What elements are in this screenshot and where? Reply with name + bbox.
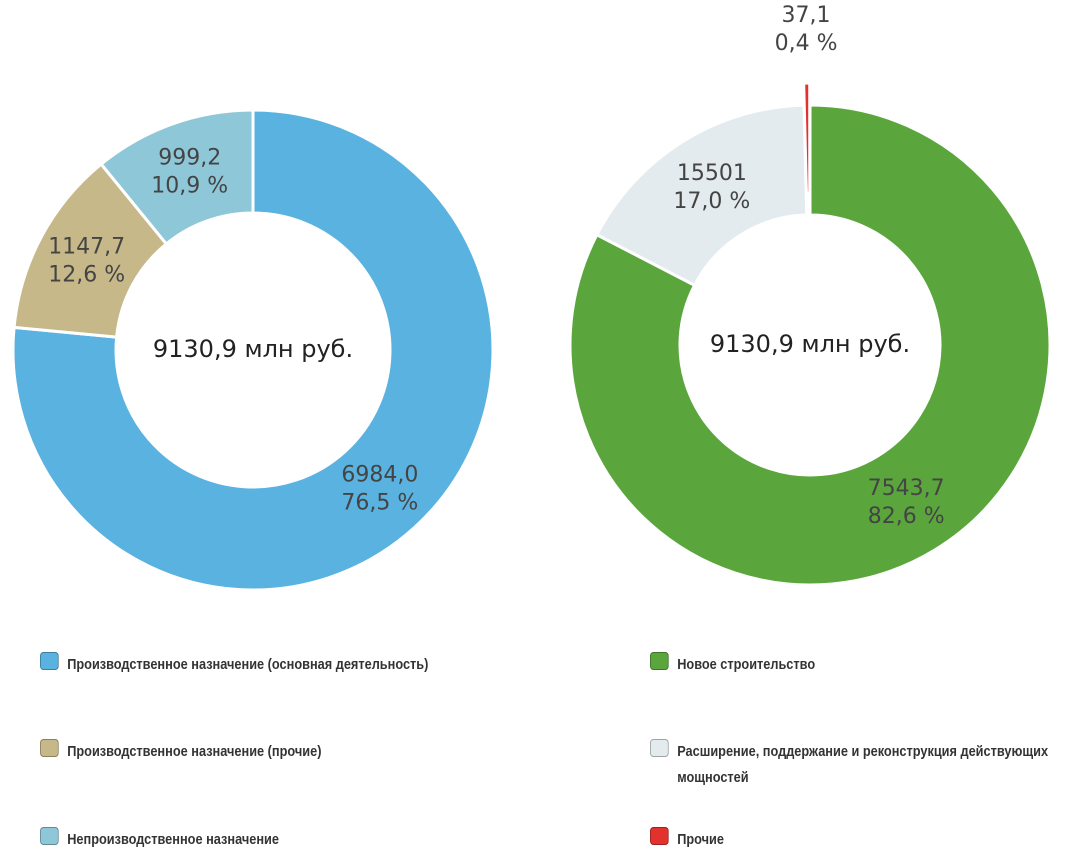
legend-label: Производственное назначение (прочие) <box>67 743 322 760</box>
percent-label: 0,4 % <box>775 31 838 56</box>
percent-label: 10,9 % <box>151 173 228 198</box>
legend-label: Новое строительство <box>677 656 816 673</box>
amount-label: 6984,0 <box>341 462 418 487</box>
legend-label: Непроизводственное назначение <box>67 831 279 848</box>
percent-label: 17,0 % <box>673 189 750 214</box>
legend-swatch <box>40 827 59 845</box>
percent-label: 76,5 % <box>341 490 418 515</box>
legend-item: Новое строительство <box>650 652 1075 678</box>
charts: 6984,0 76,5 % 1147,7 12,6 % 999,2 10,9 % 9130,… <box>11 3 1052 592</box>
legend-label: Производственное назначение (основная де… <box>67 656 429 673</box>
legend-swatch <box>650 739 669 757</box>
amount-label: 7543,7 <box>868 476 945 501</box>
amount-label: 999,2 <box>158 145 221 170</box>
center-label: 9130,9 млн руб. <box>153 335 353 363</box>
amount-label: 15501 <box>677 161 747 186</box>
legend-swatch <box>650 827 669 845</box>
percent-label: 82,6 % <box>868 504 945 529</box>
amount-label: 1147,7 <box>48 234 125 259</box>
legend-swatch <box>40 739 59 757</box>
center-label: 9130,9 млн руб. <box>710 330 910 358</box>
legend-item: Расширение, поддержание и реконструкция … <box>650 739 1075 791</box>
amount-label: 37,1 <box>782 3 831 28</box>
legend-item: Производственное назначение (основная де… <box>40 652 635 678</box>
legend-label: Прочие <box>677 831 724 848</box>
slice <box>568 103 1052 587</box>
legend-swatch <box>650 652 669 670</box>
legend-item: Прочие <box>650 827 1075 851</box>
slice <box>802 81 812 195</box>
slice <box>11 108 495 592</box>
legend-item: Производственное назначение (прочие) <box>40 739 635 765</box>
legend-swatch <box>40 652 59 670</box>
legend-label: Расширение, поддержание и реконструкция … <box>677 743 1049 786</box>
percent-label: 12,6 % <box>48 262 125 287</box>
slice <box>594 103 809 288</box>
slice <box>99 108 255 247</box>
legend-item: Непроизводственное назначение <box>40 827 635 851</box>
